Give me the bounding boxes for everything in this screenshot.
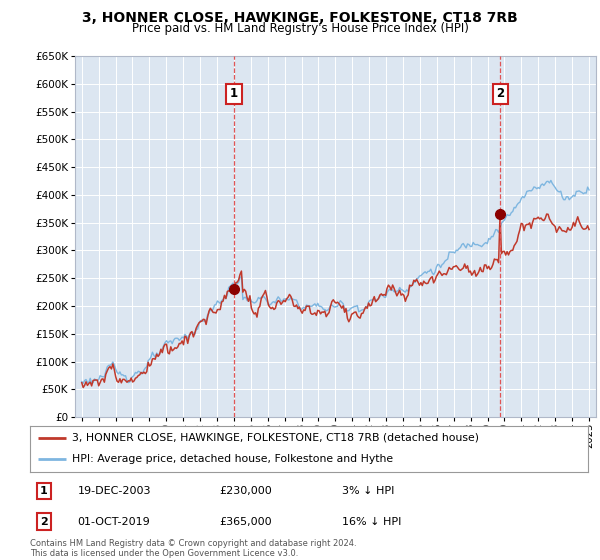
Text: 16% ↓ HPI: 16% ↓ HPI — [343, 516, 402, 526]
Text: 2: 2 — [496, 87, 505, 100]
Text: 19-DEC-2003: 19-DEC-2003 — [77, 486, 151, 496]
Text: 1: 1 — [40, 486, 48, 496]
Text: 3% ↓ HPI: 3% ↓ HPI — [343, 486, 395, 496]
Text: Contains HM Land Registry data © Crown copyright and database right 2024.
This d: Contains HM Land Registry data © Crown c… — [30, 539, 356, 558]
Text: 3, HONNER CLOSE, HAWKINGE, FOLKESTONE, CT18 7RB: 3, HONNER CLOSE, HAWKINGE, FOLKESTONE, C… — [82, 11, 518, 25]
Text: 2: 2 — [40, 516, 48, 526]
Text: 1: 1 — [230, 87, 238, 100]
Text: 3, HONNER CLOSE, HAWKINGE, FOLKESTONE, CT18 7RB (detached house): 3, HONNER CLOSE, HAWKINGE, FOLKESTONE, C… — [72, 433, 479, 443]
Text: £365,000: £365,000 — [220, 516, 272, 526]
Text: Price paid vs. HM Land Registry's House Price Index (HPI): Price paid vs. HM Land Registry's House … — [131, 22, 469, 35]
Text: HPI: Average price, detached house, Folkestone and Hythe: HPI: Average price, detached house, Folk… — [72, 454, 393, 464]
Text: 01-OCT-2019: 01-OCT-2019 — [77, 516, 150, 526]
Text: £230,000: £230,000 — [220, 486, 272, 496]
